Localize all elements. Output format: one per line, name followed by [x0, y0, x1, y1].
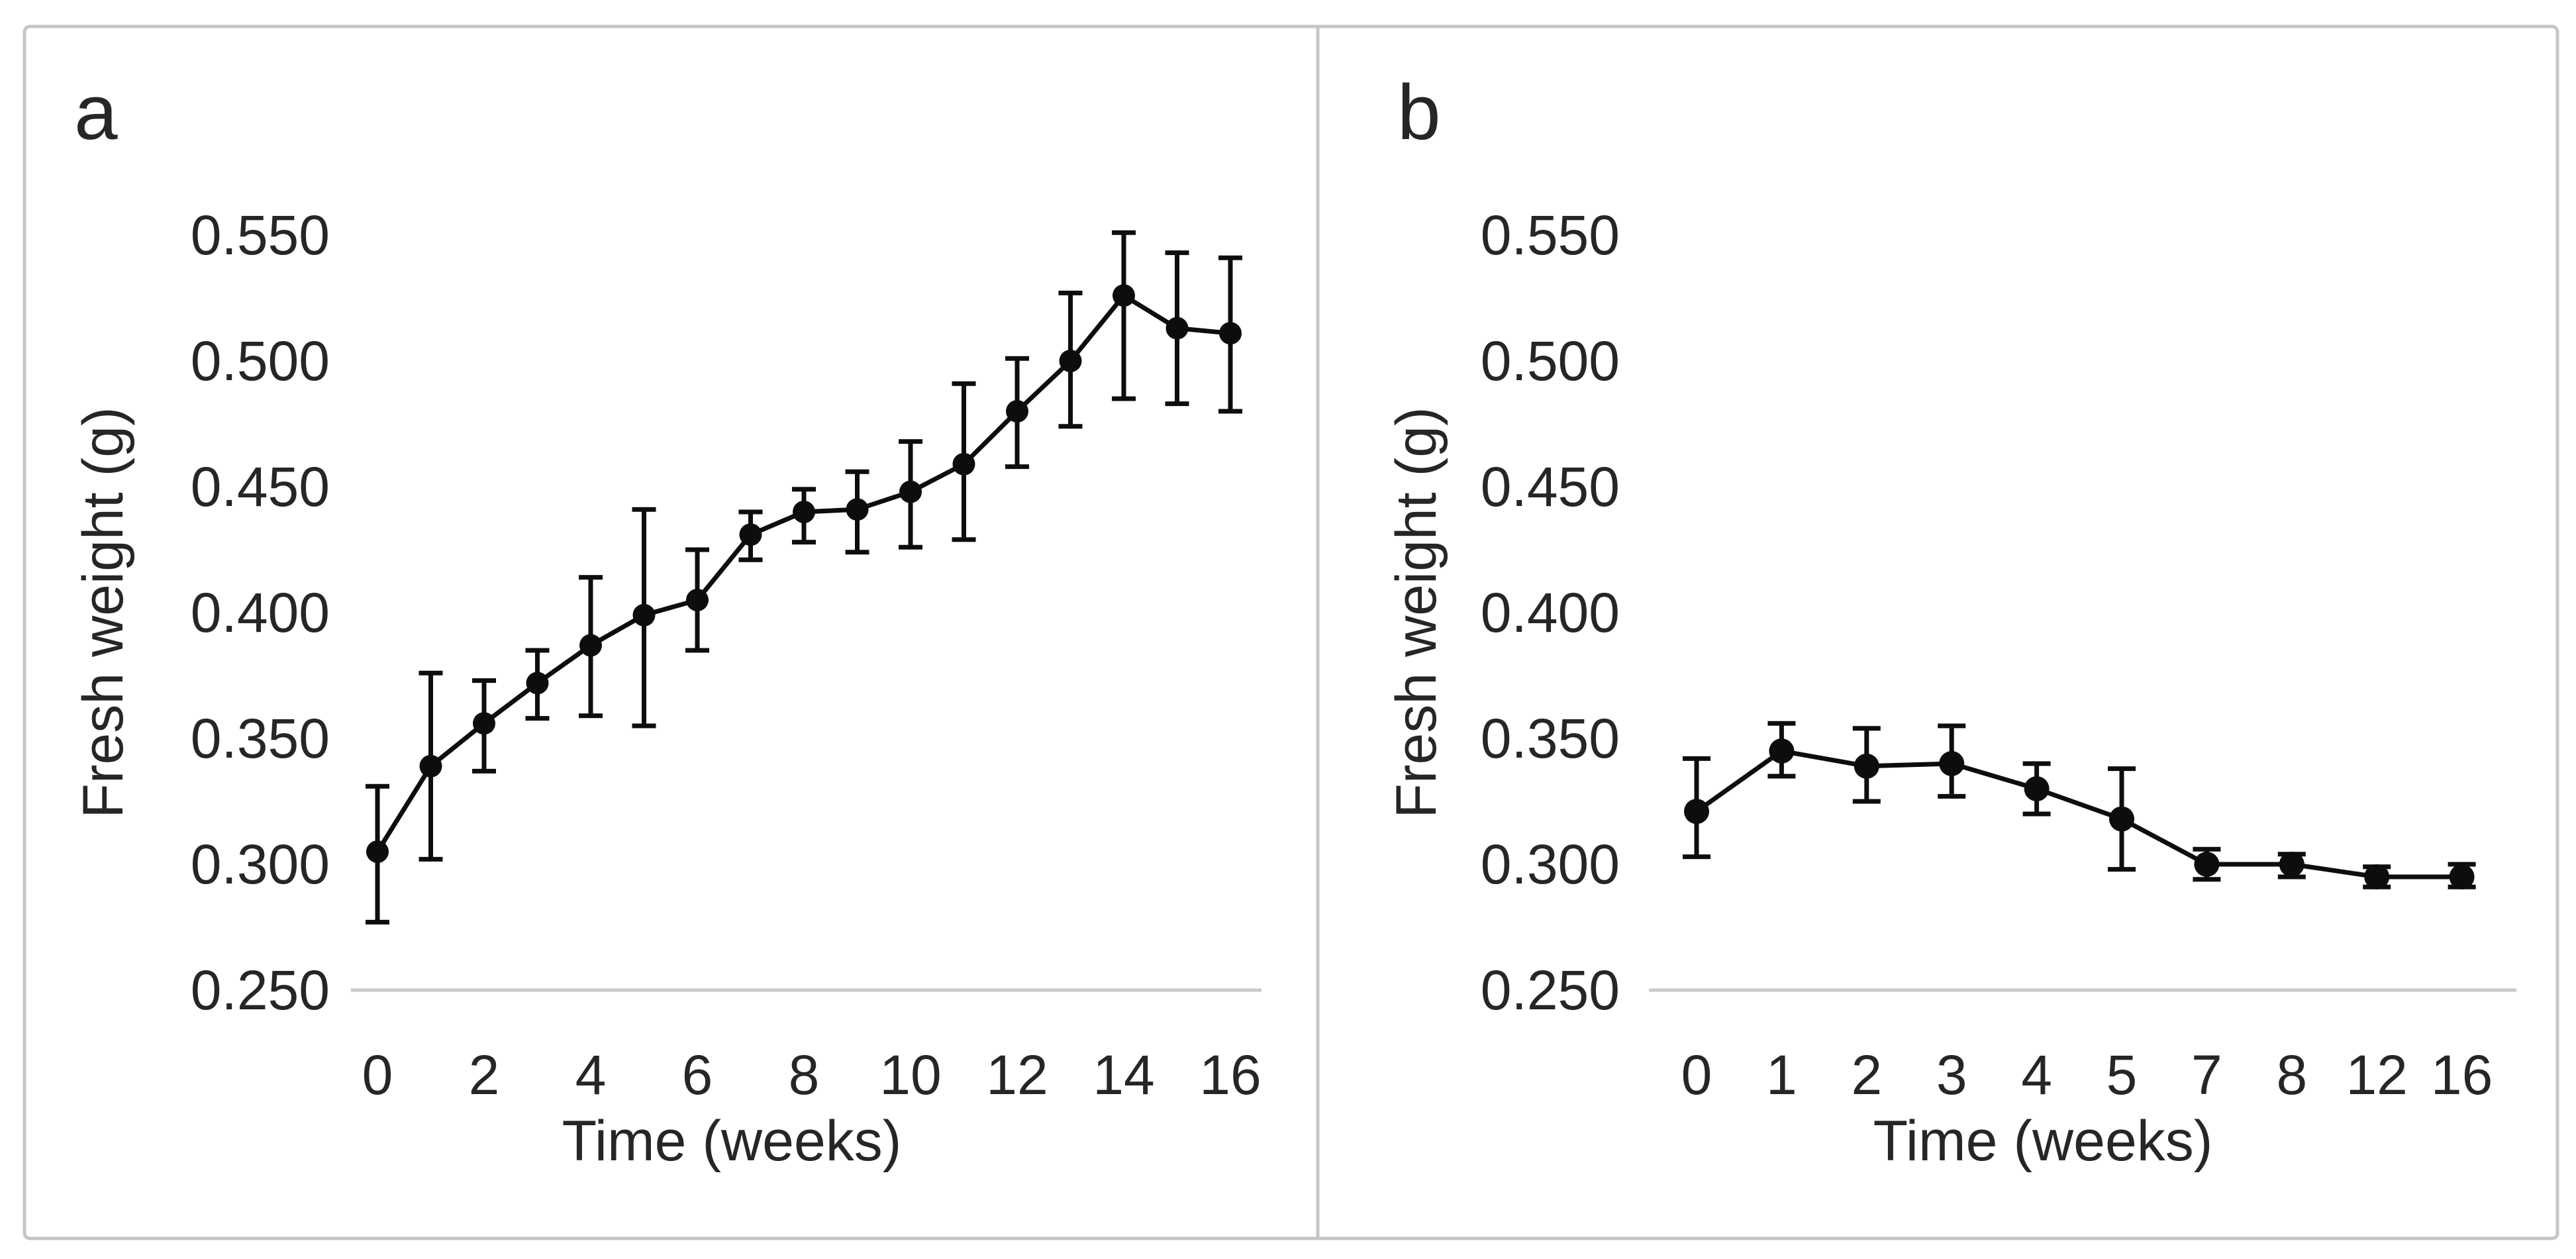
data-point-marker — [793, 501, 815, 523]
y-tick-label: 0.350 — [191, 707, 330, 770]
x-tick-label: 16 — [1199, 1044, 1261, 1106]
panel-letter-b: b — [1397, 69, 1441, 156]
x-axis-title-a: Time (weeks) — [562, 1109, 902, 1173]
x-axis-title-b: Time (weeks) — [1873, 1109, 2213, 1173]
x-tick-label: 0 — [362, 1044, 393, 1106]
y-tick-label: 0.400 — [1481, 581, 1620, 644]
figure-border — [23, 25, 2559, 1240]
data-point-marker — [739, 523, 762, 546]
x-tick-label: 12 — [986, 1044, 1048, 1106]
data-point-marker — [526, 672, 549, 695]
y-tick-label: 0.450 — [1481, 456, 1620, 518]
data-point-marker — [2449, 864, 2475, 889]
y-axis-title-b: Fresh weight (g) — [1385, 407, 1448, 818]
y-tick-label: 0.500 — [191, 330, 330, 392]
series-line — [375, 293, 1231, 853]
x-tick-label: 8 — [2276, 1044, 2307, 1106]
data-point-marker — [1113, 284, 1135, 307]
y-tick-label: 0.450 — [191, 456, 330, 518]
data-point-marker — [952, 452, 975, 476]
data-point-marker — [2024, 776, 2050, 801]
panel-a-plot: 0.250 0.300 0.350 0.400 0.450 0.500 0.550 0 2 4 6 8… — [191, 204, 1262, 1106]
data-point-marker — [2279, 852, 2304, 877]
data-point-marker — [473, 712, 495, 735]
data-point-marker — [366, 840, 389, 863]
x-tick-label: 12 — [2346, 1044, 2407, 1106]
data-point-marker — [1165, 317, 1189, 340]
x-tick-label: 3 — [1936, 1044, 1967, 1106]
series-line — [1695, 748, 2462, 880]
data-point-marker — [846, 498, 869, 521]
data-point-marker — [579, 634, 602, 657]
x-tick-label: 16 — [2431, 1044, 2493, 1106]
x-tick-label: 7 — [2191, 1044, 2222, 1106]
x-tick-label: 4 — [575, 1044, 607, 1106]
y-axis-title-a: Fresh weight (g) — [72, 407, 135, 818]
x-tick-label: 4 — [2021, 1044, 2052, 1106]
data-point-marker — [1006, 400, 1028, 423]
y-tick-label: 0.250 — [191, 959, 330, 1021]
data-point-marker — [1684, 799, 1709, 825]
data-point-marker — [686, 589, 709, 611]
x-tick-label: 10 — [879, 1044, 941, 1106]
y-tick-label: 0.250 — [1481, 959, 1620, 1021]
y-tick-label: 0.550 — [1481, 204, 1620, 266]
y-tick-label: 0.500 — [1481, 330, 1620, 392]
y-tick-label: 0.350 — [1481, 707, 1620, 770]
x-tick-label: 1 — [1766, 1044, 1797, 1106]
x-tick-label: 6 — [682, 1044, 713, 1106]
x-tick-label: 14 — [1093, 1044, 1154, 1106]
data-point-marker — [419, 754, 442, 778]
data-point-marker — [1854, 753, 1879, 779]
data-point-marker — [899, 480, 922, 503]
x-tick-label: 8 — [789, 1044, 820, 1106]
data-point-marker — [1769, 738, 1795, 764]
y-tick-label: 0.300 — [191, 833, 330, 895]
data-point-marker — [2109, 806, 2134, 832]
data-point-marker — [2364, 864, 2390, 889]
y-tick-label: 0.300 — [1481, 833, 1620, 895]
data-point-marker — [1939, 751, 1965, 776]
x-tick-label: 2 — [1851, 1044, 1882, 1106]
x-tick-label: 2 — [469, 1044, 500, 1106]
data-point-marker — [1219, 322, 1242, 345]
data-point-marker — [1059, 350, 1082, 372]
x-tick-label: 5 — [2106, 1044, 2138, 1106]
x-tick-label: 0 — [1681, 1044, 1712, 1106]
y-tick-label: 0.400 — [191, 581, 330, 644]
data-point-marker — [2194, 852, 2220, 877]
y-tick-label: 0.550 — [191, 204, 330, 266]
data-point-marker — [632, 603, 656, 627]
panel-letter-a: a — [74, 69, 118, 156]
